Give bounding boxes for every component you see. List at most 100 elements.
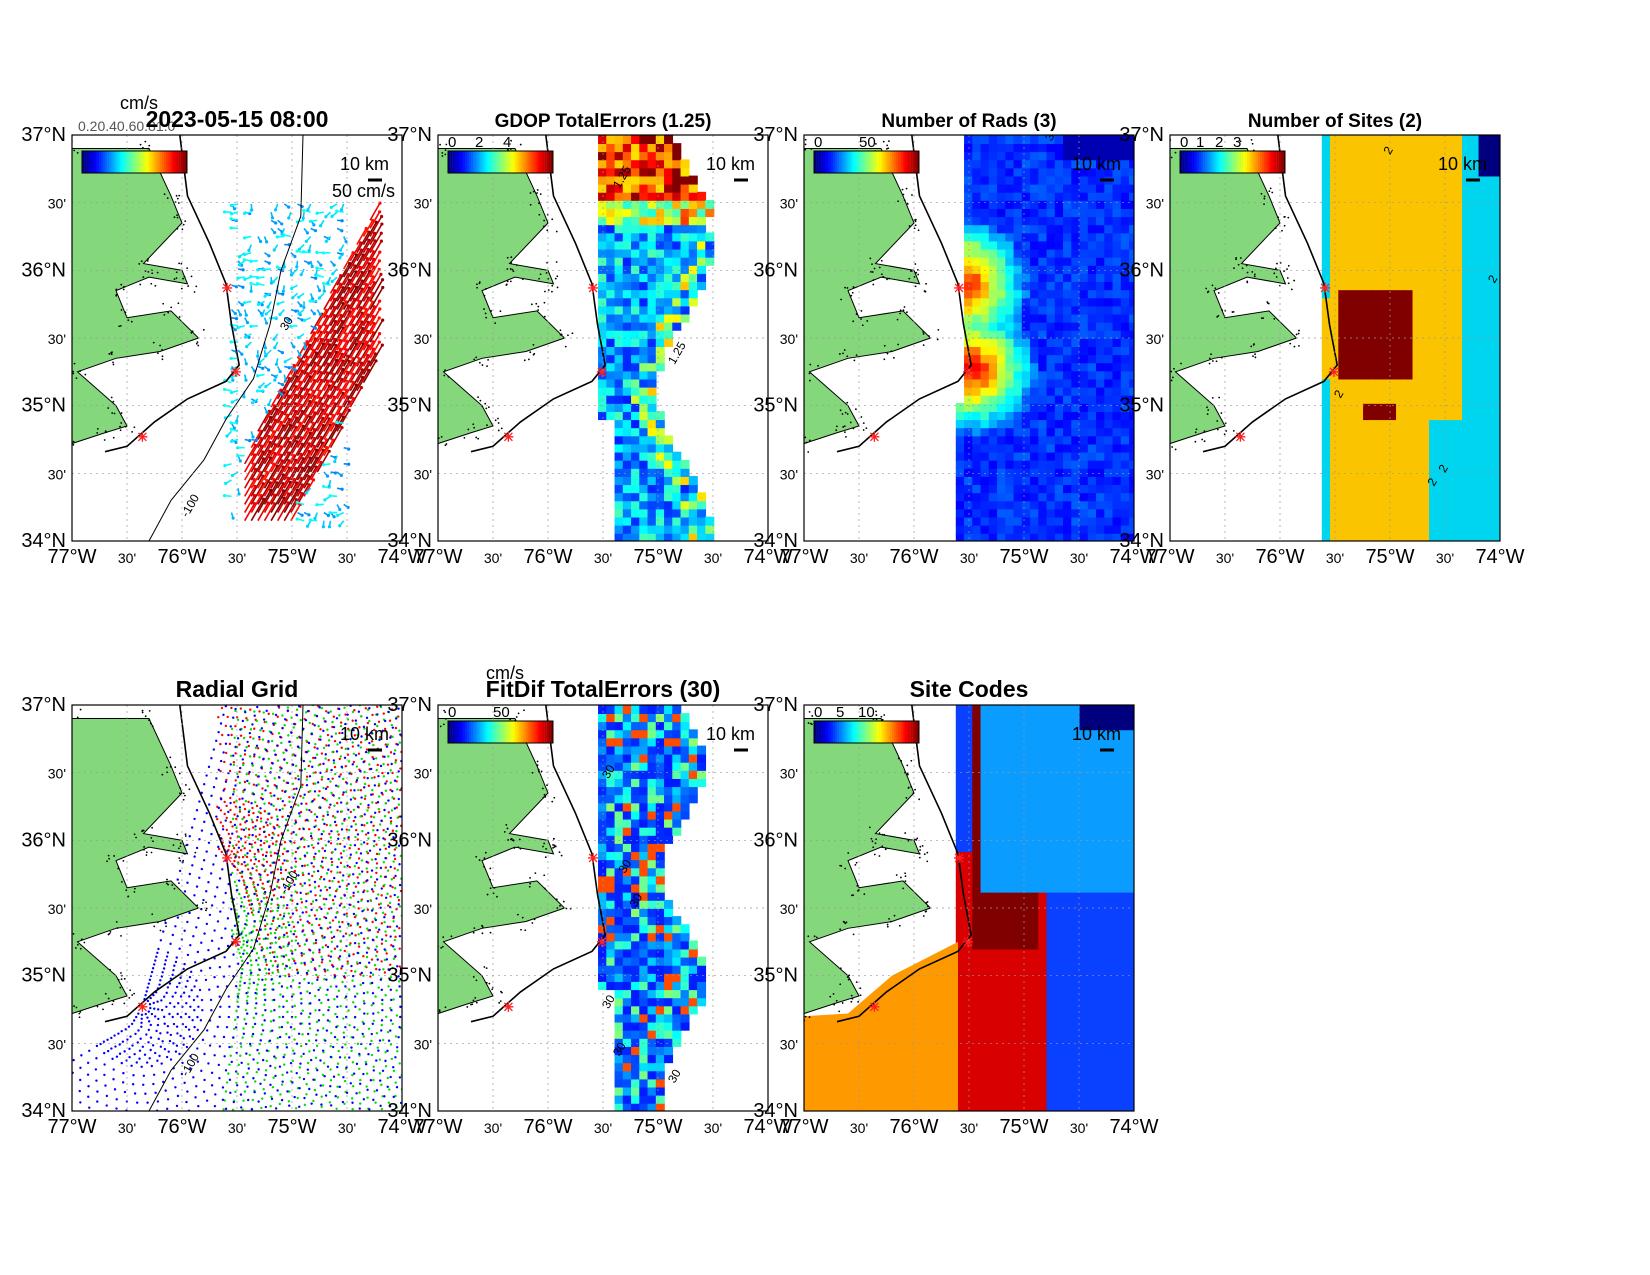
lat-tick-label: 36°N (1119, 259, 1164, 281)
lon-tick-label: 77°W (779, 546, 828, 568)
colorbar-tick: 50 (859, 134, 876, 151)
coast-dots (72, 140, 205, 449)
grid (804, 705, 1134, 1111)
lon-tick-label: 30' (1216, 550, 1234, 566)
lat-tick-label: 30' (414, 466, 432, 482)
lat-tick-label: 37°N (1119, 124, 1164, 146)
data-layer (1321, 135, 1500, 541)
barrier-island (470, 135, 607, 453)
colorbar-tick: 0 (448, 704, 456, 721)
colorbar: 0 2 4 (447, 134, 554, 174)
lat-tick-label: 35°N (21, 965, 66, 987)
barrier-island (836, 705, 973, 1023)
km-scale-label: 10 km (340, 154, 389, 174)
colorbar-tick: 4 (503, 134, 511, 151)
panel-title: Number of Sites (2) (1248, 111, 1422, 132)
contour-label: 30 (615, 857, 634, 876)
coast-dots (72, 708, 208, 1019)
lat-tick-label: 30' (48, 331, 66, 347)
lon-tick-label: 30' (1326, 550, 1344, 566)
axes-frame (437, 704, 769, 1112)
lon-tick-label: 76°W (1255, 546, 1304, 568)
lat-tick-label: 34°N (753, 1100, 798, 1122)
colorbar-tick: 3 (1233, 134, 1241, 151)
site-marker-3 (869, 1001, 880, 1012)
lat-tick-label: 37°N (21, 694, 66, 716)
grid (438, 705, 768, 1111)
coast-dots (438, 709, 572, 1013)
lon-tick-label: 74°W (377, 546, 426, 568)
site-marker-1 (954, 282, 965, 293)
map-panel-3: 3 0 50 10 km 77°W 30' 76°W 30' 75°W 30' 74°W 34°N 30… (753, 111, 1158, 568)
panel-title: Number of Rads (3) (881, 111, 1056, 132)
site-marker-2 (230, 936, 241, 947)
land (438, 135, 566, 445)
colorbar-tick: 1 (1196, 134, 1204, 151)
vector-layer (222, 201, 385, 529)
lat-tick-label: 36°N (387, 829, 432, 851)
km-scale-label: 10 km (1438, 154, 1487, 174)
land (72, 705, 200, 1015)
plot-area: -100-100 (72, 705, 402, 1111)
lon-tick-label: 75°W (999, 1116, 1048, 1138)
panel-title: GDOP TotalErrors (1.25) (495, 111, 712, 132)
contour-label: 30 (610, 1040, 629, 1059)
lat-tick-label: 30' (48, 196, 66, 212)
lon-tick-label: 74°W (1475, 546, 1524, 568)
site-marker-2 (596, 366, 607, 377)
colorbar-tick-labels: 0.20.40.60.81.0 (78, 118, 176, 134)
lat-tick-label: 34°N (21, 1100, 66, 1122)
lat-tick-label: 30' (1146, 331, 1164, 347)
lat-tick-label: 35°N (753, 965, 798, 987)
lon-tick-label: 75°W (1365, 546, 1414, 568)
site-marker-3 (137, 1001, 148, 1012)
lat-tick-label: 30' (414, 1036, 432, 1052)
lon-tick-label: 75°W (633, 1116, 682, 1138)
barrier-island (470, 705, 607, 1023)
land (804, 705, 932, 1015)
barrier-island (1202, 135, 1339, 453)
barrier-island (836, 135, 973, 453)
map-panel-7: 0 5 10 10 km 77°W 30' 76°W 30' 75°W 30' 74°W 34°N 30… (753, 676, 1158, 1138)
lon-tick-label: 30' (594, 1120, 612, 1136)
lat-tick-label: 35°N (387, 395, 432, 417)
lat-tick-label: 34°N (387, 530, 432, 552)
data-layer (598, 135, 715, 541)
data-layer (955, 135, 1134, 541)
site-marker-1 (954, 852, 965, 863)
lon-tick-label: 76°W (157, 546, 206, 568)
km-scale-label: 10 km (1072, 724, 1121, 744)
lat-tick-label: 36°N (753, 259, 798, 281)
lat-tick-label: 37°N (753, 124, 798, 146)
lat-tick-label: 37°N (21, 124, 66, 146)
km-scale-label: 10 km (706, 724, 755, 744)
lon-tick-label: 30' (228, 550, 246, 566)
lat-tick-label: 35°N (753, 395, 798, 417)
lat-tick-label: 34°N (21, 530, 66, 552)
site-marker-2 (230, 366, 241, 377)
colorbar-tick: 0 (814, 704, 822, 721)
lat-tick-label: 30' (780, 196, 798, 212)
lon-tick-label: 30' (850, 550, 868, 566)
lat-tick-label: 36°N (21, 259, 66, 281)
lon-tick-label: 30' (484, 550, 502, 566)
lon-tick-label: 30' (338, 1120, 356, 1136)
lat-tick-label: 35°N (1119, 395, 1164, 417)
lat-tick-label: 30' (414, 331, 432, 347)
axes-frame (71, 134, 403, 542)
lon-tick-label: 74°W (377, 1116, 426, 1138)
plot-area: 30 30 30 30 30 30 (438, 705, 768, 1111)
axes-frame (437, 134, 769, 542)
grid (438, 135, 768, 541)
contour-label: 30 (626, 891, 645, 910)
colorbar-tick: 2 (1215, 134, 1223, 151)
contour-label: 30 (599, 762, 618, 781)
lon-tick-label: 76°W (523, 546, 572, 568)
lon-tick-label: 30' (960, 1120, 978, 1136)
unit-label: cm/s (120, 93, 158, 113)
